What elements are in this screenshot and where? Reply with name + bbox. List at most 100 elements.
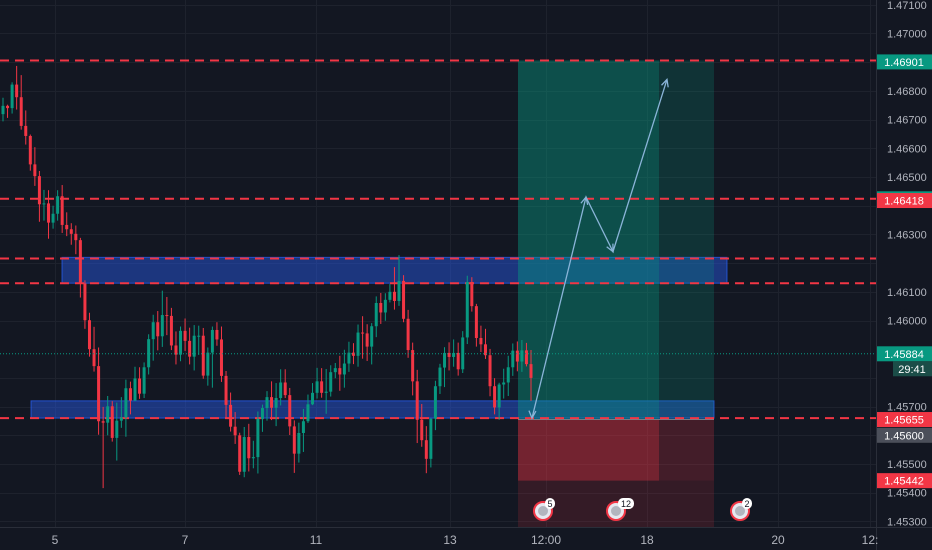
candle-body (361, 332, 365, 334)
event-marker[interactable]: 12 (606, 498, 634, 521)
support-zone[interactable] (30, 400, 715, 419)
candle-body (188, 340, 192, 357)
candle-body (197, 335, 201, 337)
event-count-badge (545, 498, 555, 509)
candle-body (524, 350, 528, 365)
candle-body (333, 368, 337, 373)
filled-profit-area (518, 60, 659, 420)
time-tick-label: 18 (640, 533, 654, 547)
candle-body (165, 315, 169, 317)
candle-body (320, 381, 324, 393)
candle-body (388, 291, 392, 300)
arrow-head (606, 243, 614, 253)
event-marker[interactable]: 5 (533, 498, 555, 521)
candle-body (279, 382, 283, 398)
candle-body (429, 418, 433, 459)
candle-body (506, 367, 510, 383)
candle-body (65, 224, 69, 230)
price-badge-label: 1.45442 (884, 476, 924, 488)
candle-body (33, 164, 37, 177)
candle-body (138, 378, 142, 394)
time-axis[interactable]: 5 7 11 13 12:00 18 20 12: (0, 527, 932, 548)
candle-body (115, 420, 119, 438)
time-tick-label: 7 (182, 533, 189, 547)
candle-body (42, 203, 46, 205)
event-markers[interactable]: 5 12 2 (533, 498, 752, 521)
projection-polyline[interactable] (531, 79, 668, 419)
price-badge-label: 1.46418 (884, 196, 924, 208)
arrow-head (661, 77, 669, 88)
price-tick-label: 1.46300 (887, 229, 927, 241)
candle-body (247, 437, 251, 459)
event-flag-icon (538, 506, 548, 516)
candle-body (370, 326, 374, 347)
candle-body (37, 176, 41, 205)
price-tick-label: 1.45400 (887, 488, 927, 500)
candle-body (497, 384, 501, 408)
candle-body (342, 363, 346, 375)
candle-body (69, 229, 73, 234)
candle-body (210, 329, 214, 353)
candle-body (169, 315, 173, 346)
candle-body (151, 322, 155, 340)
candle-body (56, 196, 60, 214)
candle-body (447, 352, 451, 357)
candle-body (83, 283, 87, 321)
time-tick-label: 13 (443, 533, 457, 547)
price-axis-badges: 1.469011.464241.464181.458841.456001.456… (0, 54, 932, 489)
candle-body (6, 105, 10, 109)
candle-body (479, 338, 483, 345)
candle-body (443, 352, 447, 368)
event-count: 2 (744, 499, 749, 509)
price-badge (877, 427, 932, 443)
candle-body (356, 332, 360, 356)
time-tick-label: 12:00 (531, 533, 561, 547)
candle-body (87, 320, 91, 350)
projection-path[interactable] (528, 77, 669, 420)
horizontal-levels[interactable] (0, 59, 876, 420)
long-position-tool[interactable] (518, 60, 714, 527)
event-count-badge (618, 498, 634, 509)
price-tick-label: 1.46000 (887, 316, 927, 328)
candle-body (433, 386, 437, 419)
time-tick-label: 12: (862, 533, 879, 547)
stop-loss-area[interactable] (518, 419, 714, 481)
time-tick-label: 11 (310, 533, 323, 547)
candle-body (147, 339, 151, 368)
countdown-badge (893, 361, 932, 377)
candle-body (338, 368, 342, 375)
price-badge-label: 1.45884 (884, 349, 924, 361)
candle-body (260, 408, 264, 419)
candle-body (156, 322, 160, 337)
candle-body (379, 302, 383, 313)
arrow-head (528, 410, 537, 420)
candle-body (238, 435, 242, 472)
candle-body (142, 367, 146, 394)
candle-body (224, 375, 228, 405)
candle-body (51, 213, 55, 223)
candle-body (229, 404, 233, 427)
candle-body (47, 203, 51, 223)
candle-body (206, 352, 210, 376)
candle-body (470, 282, 474, 307)
candle-body (456, 352, 460, 370)
candle-body (392, 291, 396, 301)
candle-body (174, 345, 178, 355)
candle-body (92, 349, 96, 367)
price-tick-label: 1.45700 (887, 402, 927, 414)
price-axis-bg (876, 0, 932, 550)
candle-body (201, 335, 205, 376)
price-tick-label: 1.45500 (887, 459, 927, 471)
price-axis[interactable] (876, 0, 932, 550)
price-tick-label: 1.47000 (887, 29, 927, 41)
candle-body (119, 417, 123, 421)
candle-body (493, 386, 497, 408)
time-tick-label: 5 (52, 533, 59, 547)
event-flag-icon (735, 506, 745, 516)
event-marker[interactable]: 2 (730, 498, 752, 521)
candle-body (19, 97, 23, 126)
candle-body (256, 418, 260, 458)
candle-body (292, 426, 296, 454)
candle-body (515, 350, 519, 362)
